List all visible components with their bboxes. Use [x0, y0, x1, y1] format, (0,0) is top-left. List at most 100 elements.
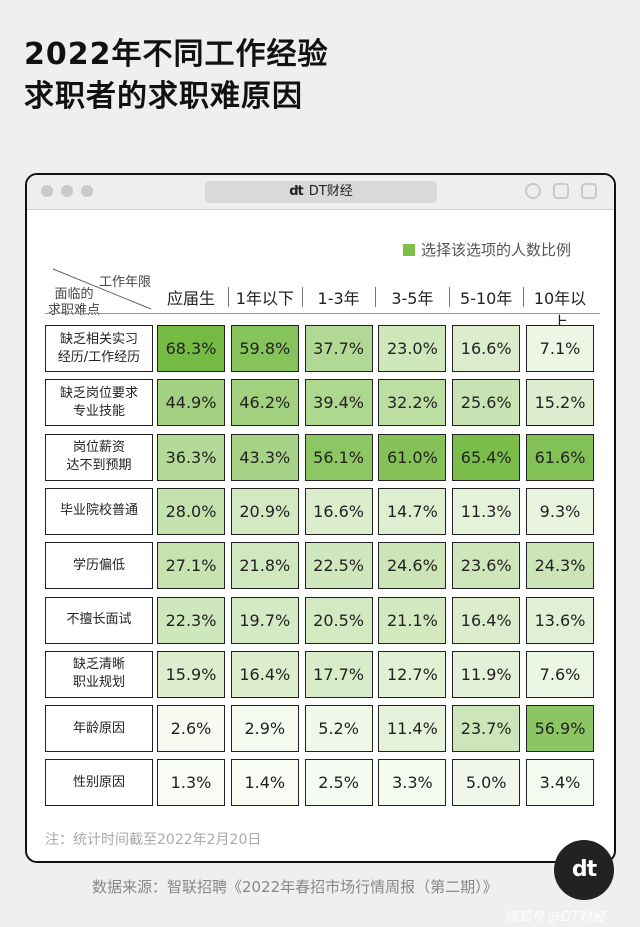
heatmap-cell: 39.4%: [304, 379, 373, 427]
heatmap-cell: 11.4%: [378, 705, 447, 753]
dt-logo-badge: dt: [554, 840, 614, 900]
data-source: 数据来源：智联招聘《2022年春招市场行情周报（第二期）》: [92, 878, 498, 896]
window-icon[interactable]: [581, 183, 597, 199]
heatmap-cell: 65.4%: [452, 433, 521, 481]
heatmap-cell: 61.0%: [378, 433, 447, 481]
row-label-text: 缺乏相关实习 经历/工作经历: [58, 331, 140, 367]
row-label-text: 岗位薪资 达不到预期: [66, 439, 131, 475]
heatmap-cell: 5.2%: [304, 705, 373, 753]
row-label: 学历偏低: [45, 542, 153, 590]
minimize-dot-icon[interactable]: [61, 185, 73, 197]
column-header: 5-10年: [460, 289, 513, 308]
row-label-line-1: 缺乏相关实习: [59, 331, 138, 347]
heatmap-cell: 44.9%: [157, 379, 225, 427]
corner-diagonal-line: [52, 268, 152, 310]
heatmap-cell: 19.7%: [230, 596, 299, 644]
heatmap-cell: 56.9%: [526, 705, 594, 753]
row-label: 缺乏岗位要求 专业技能: [45, 379, 153, 427]
row-label-text: 性别原因: [73, 774, 125, 792]
column-header-separator: [375, 287, 377, 307]
header-divider: [45, 313, 600, 314]
column-header-separator: [523, 287, 524, 307]
row-label-line-1: 缺乏岗位要求: [59, 385, 138, 401]
heatmap-cell: 61.6%: [526, 433, 594, 481]
heatmap-cell: 1.4%: [230, 759, 299, 807]
heatmap-cell: 22.5%: [304, 542, 373, 590]
row-label-text: 不擅长面试: [66, 611, 131, 629]
row-label-line-1: 年龄原因: [72, 720, 125, 736]
row-label-text: 学历偏低: [73, 557, 125, 575]
heatmap-cell: 23.0%: [378, 325, 447, 372]
heatmap-cell: 2.9%: [230, 705, 299, 753]
window-titlebar: dt DT财经: [27, 175, 614, 210]
heatmap-cell: 12.7%: [378, 650, 447, 698]
heatmap-cell: 16.4%: [230, 650, 299, 698]
column-header: 3-5年: [391, 289, 434, 308]
heatmap-cell: 11.3%: [452, 487, 521, 535]
home-icon[interactable]: [553, 183, 569, 199]
heatmap-cell: 3.4%: [526, 759, 594, 807]
row-label: 岗位薪资 达不到预期: [45, 433, 153, 481]
legend-swatch: [403, 243, 415, 256]
row-label: 年龄原因: [45, 705, 153, 753]
heatmap-cell: 7.6%: [526, 650, 594, 698]
heatmap-cell: 16.4%: [452, 596, 521, 644]
heatmap-cell: 28.0%: [157, 487, 225, 535]
row-label-text: 缺乏岗位要求 专业技能: [60, 385, 138, 421]
heatmap-cell: 20.9%: [230, 487, 299, 535]
heatmap-cell: 22.3%: [157, 596, 225, 644]
heatmap-cell: 21.1%: [378, 596, 447, 644]
column-header-separator: [227, 287, 229, 307]
record-icon[interactable]: [525, 183, 541, 199]
corner-header-line-1: 面临的: [54, 287, 94, 302]
brand-pill: dt DT财经: [205, 181, 437, 203]
row-label-line-2: 专业技能: [72, 403, 125, 419]
title-line-2: 求职者的求职难原因: [24, 79, 303, 114]
heatmap-cell: 23.7%: [452, 705, 521, 753]
heatmap-cell: 17.7%: [304, 650, 373, 698]
row-label-text: 年龄原因: [73, 720, 125, 738]
row-label: 缺乏相关实习 经历/工作经历: [45, 325, 153, 372]
row-label-line-2: 职业规划: [72, 675, 125, 691]
row-label-line-1: 学历偏低: [72, 557, 125, 573]
row-label-line-2: 达不到预期: [66, 458, 132, 474]
heatmap-cell: 3.3%: [378, 759, 447, 807]
heatmap-cell: 14.7%: [378, 487, 447, 535]
heatmap-cell: 36.3%: [157, 433, 225, 481]
legend: 选择该选项的人数比例: [403, 239, 571, 260]
heatmap-cell: 23.6%: [452, 542, 521, 590]
heatmap-cell: 43.3%: [230, 433, 299, 481]
title-line-1: 2022年不同工作经验: [24, 37, 329, 72]
column-header-separator: [449, 287, 451, 307]
heatmap-cell: 15.9%: [157, 650, 225, 698]
brand-name: DT财经: [308, 184, 353, 199]
heatmap-cell: 27.1%: [157, 542, 225, 590]
heatmap-cell: 37.7%: [304, 325, 373, 372]
row-label-line-1: 毕业院校普通: [59, 503, 138, 519]
row-label-line-1: 岗位薪资: [72, 440, 125, 456]
column-header-separator: [301, 287, 303, 307]
footnote: 注：统计时间截至2022年2月20日: [45, 832, 262, 848]
heatmap-cell: 1.3%: [157, 759, 225, 807]
row-label-line-1: 不擅长面试: [66, 612, 132, 627]
footer-watermark: 搜狐号 @DT财经: [505, 910, 606, 925]
corner-header-line-2: 求职难点: [47, 303, 100, 318]
heatmap-cell: 59.8%: [230, 325, 299, 372]
heatmap-cell: 68.3%: [157, 325, 225, 372]
row-label-line-1: 性别原因: [72, 774, 125, 790]
row-label-line-2: 经历/工作经历: [57, 349, 141, 365]
heatmap-cell: 11.9%: [452, 650, 521, 698]
heatmap-cell: 15.2%: [526, 379, 594, 427]
column-header: 应届生: [166, 289, 215, 308]
heatmap-cell: 32.2%: [378, 379, 447, 427]
maximize-dot-icon[interactable]: [81, 185, 93, 197]
heatmap-cell: 16.6%: [452, 325, 521, 372]
heatmap-cell: 7.1%: [526, 325, 594, 372]
page-title: 2022年不同工作经验 求职者的求职难原因: [24, 34, 329, 118]
close-dot-icon[interactable]: [41, 185, 53, 197]
row-label: 性别原因: [45, 759, 153, 807]
heatmap-cell: 20.5%: [304, 596, 373, 644]
corner-header-experience: 工作年限: [99, 275, 152, 290]
heatmap-cell: 9.3%: [526, 487, 594, 535]
heatmap-cell: 24.3%: [526, 542, 594, 590]
